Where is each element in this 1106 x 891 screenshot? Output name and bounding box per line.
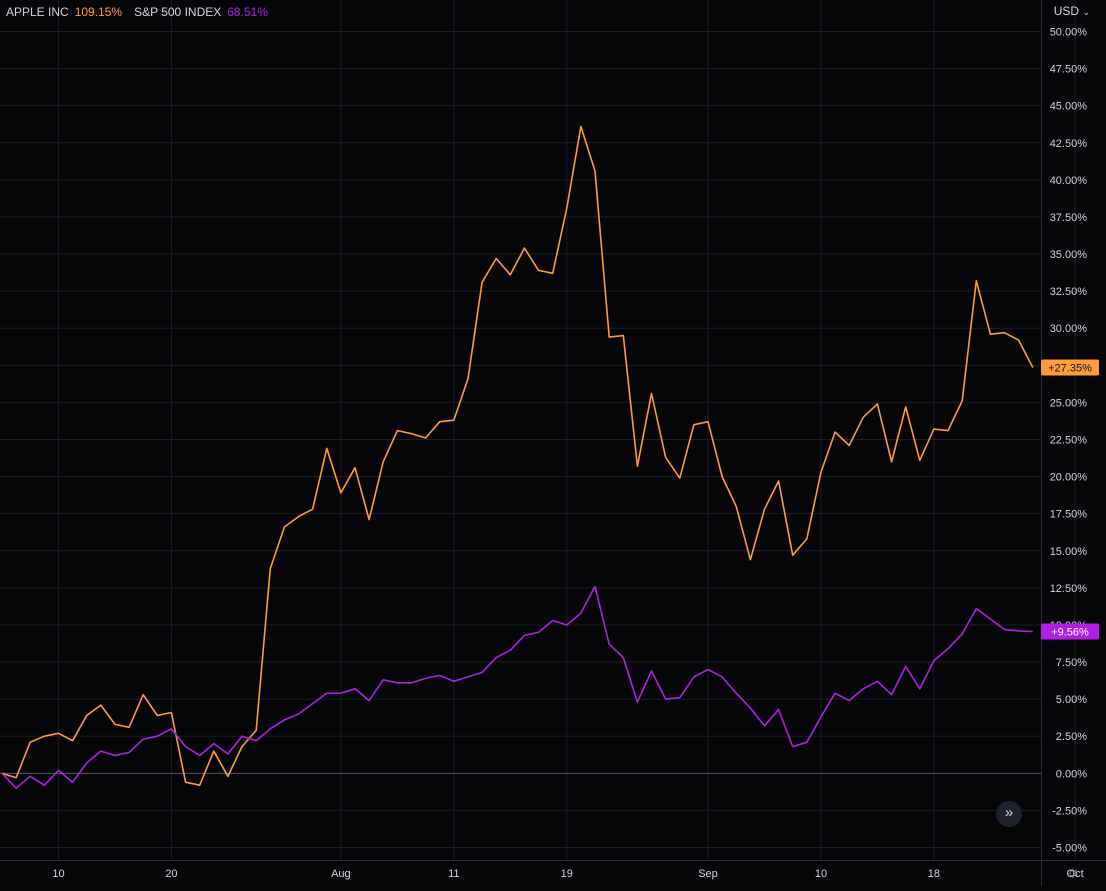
legend-series2-name: S&P 500 INDEX — [134, 5, 222, 19]
y-tick-label: 47.50% — [1050, 64, 1088, 76]
y-tick-label: 42.50% — [1050, 138, 1088, 150]
y-tick-label: 20.00% — [1050, 472, 1088, 484]
y-tick-label: 30.00% — [1050, 323, 1088, 335]
y-tick-label: 35.00% — [1050, 249, 1088, 261]
x-tick-label: Aug — [331, 868, 351, 880]
sp500-last-value-label: +9.56% — [1041, 623, 1099, 640]
y-tick-label: 12.50% — [1050, 583, 1088, 595]
y-tick-label: 32.50% — [1050, 286, 1088, 298]
chart-settings-button[interactable]: ☼ — [1064, 864, 1082, 882]
x-tick-label: Oct — [1067, 868, 1084, 880]
sp500-last-value-label-text: +9.56% — [1051, 626, 1089, 638]
y-tick-label: 15.00% — [1050, 546, 1088, 558]
y-tick-label: 5.00% — [1056, 694, 1087, 706]
series-lines — [1, 125, 1034, 790]
x-tick-label: 20 — [165, 868, 177, 880]
gridlines — [0, 0, 1076, 860]
apple-series-line — [1, 125, 1034, 787]
apple-last-value-label: +27.35% — [1041, 359, 1099, 376]
x-tick-label: 10 — [815, 868, 827, 880]
apple-last-value-label-text: +27.35% — [1048, 363, 1092, 375]
y-tick-label: 50.00% — [1050, 27, 1088, 39]
x-tick-label: 18 — [928, 868, 940, 880]
apple-last-value-label-bg — [1041, 359, 1099, 376]
x-tick-label: Sep — [698, 868, 718, 880]
legend-series1-value: 109.15% — [74, 5, 123, 19]
currency-label: USD — [1053, 4, 1080, 18]
sun-gear-icon: ☼ — [1065, 864, 1081, 881]
y-tick-label: 7.50% — [1056, 657, 1087, 669]
legend-series2-value: 68.51% — [227, 5, 268, 19]
sp500-last-value-label-bg — [1041, 623, 1099, 640]
x-tick-label: 11 — [448, 868, 459, 880]
scroll-to-latest-button[interactable]: » — [996, 801, 1022, 827]
double-chevron-right-icon: » — [1004, 804, 1014, 821]
y-tick-label: 45.00% — [1050, 101, 1088, 113]
x-tick-label: 19 — [561, 868, 573, 880]
chevron-down-icon: ⌄ — [1082, 7, 1090, 17]
y-tick-label: 37.50% — [1050, 212, 1088, 224]
x-tick-label: 10 — [52, 868, 64, 880]
y-tick-label: 25.00% — [1050, 397, 1088, 409]
legend-series1-name: APPLE INC — [6, 5, 69, 19]
y-tick-label: -5.00% — [1052, 843, 1087, 855]
y-tick-label: 17.50% — [1050, 509, 1088, 521]
y-tick-label: 40.00% — [1050, 175, 1088, 187]
y-tick-label: -2.50% — [1052, 805, 1087, 817]
sp500-series-line — [1, 585, 1033, 790]
y-tick-label: 0.00% — [1056, 768, 1087, 780]
y-tick-label: 22.50% — [1050, 435, 1088, 447]
y-tick-label: 2.50% — [1056, 731, 1087, 743]
legend: APPLE INC 109.15% S&P 500 INDEX 68.51% — [6, 5, 274, 19]
currency-selector[interactable]: USD ⌄ — [1054, 4, 1090, 18]
